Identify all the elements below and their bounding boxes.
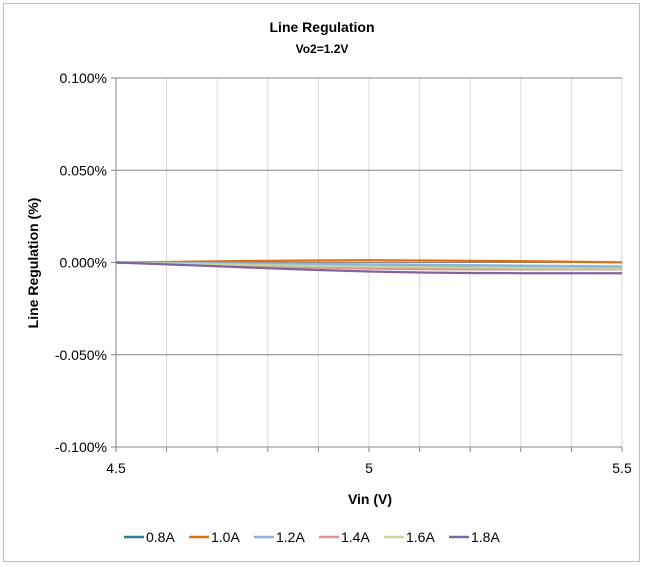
legend-label: 1.2A: [276, 529, 305, 545]
chart-frame: [3, 3, 640, 562]
legend-label: 1.8A: [471, 529, 500, 545]
x-tick-label: 4.5: [106, 460, 126, 476]
x-axis-title: Vin (V): [348, 491, 392, 507]
legend-label: 1.6A: [406, 529, 435, 545]
y-tick-label: 0.100%: [60, 70, 107, 86]
legend-label: 0.8A: [146, 529, 175, 545]
y-tick-label: 0.000%: [60, 255, 107, 271]
y-tick-label: -0.100%: [55, 439, 107, 455]
legend-label: 1.4A: [341, 529, 370, 545]
x-tick-label: 5.5: [612, 460, 632, 476]
y-tick-label: -0.050%: [55, 347, 107, 363]
x-tick-labels: 4.5 5 5.5: [106, 460, 632, 476]
y-tick-labels: 0.100% 0.050% 0.000% -0.050% -0.100%: [55, 70, 107, 455]
y-tick-label: 0.050%: [60, 162, 107, 178]
legend: 0.8A 1.0A 1.2A 1.4A 1.6A 1.8A: [124, 529, 500, 545]
chart-title: Line Regulation: [270, 19, 375, 35]
axes: [111, 77, 623, 452]
series-line-1.8A: [115, 261, 622, 275]
series-lines: [115, 259, 623, 275]
legend-label: 1.0A: [211, 529, 240, 545]
chart-subtitle: Vo2=1.2V: [296, 42, 349, 56]
y-axis-title: Line Regulation (%): [25, 198, 41, 329]
series-line-1.0A: [115, 259, 623, 264]
x-tick-label: 5: [365, 460, 373, 476]
series-line-1.6A: [115, 261, 623, 270]
